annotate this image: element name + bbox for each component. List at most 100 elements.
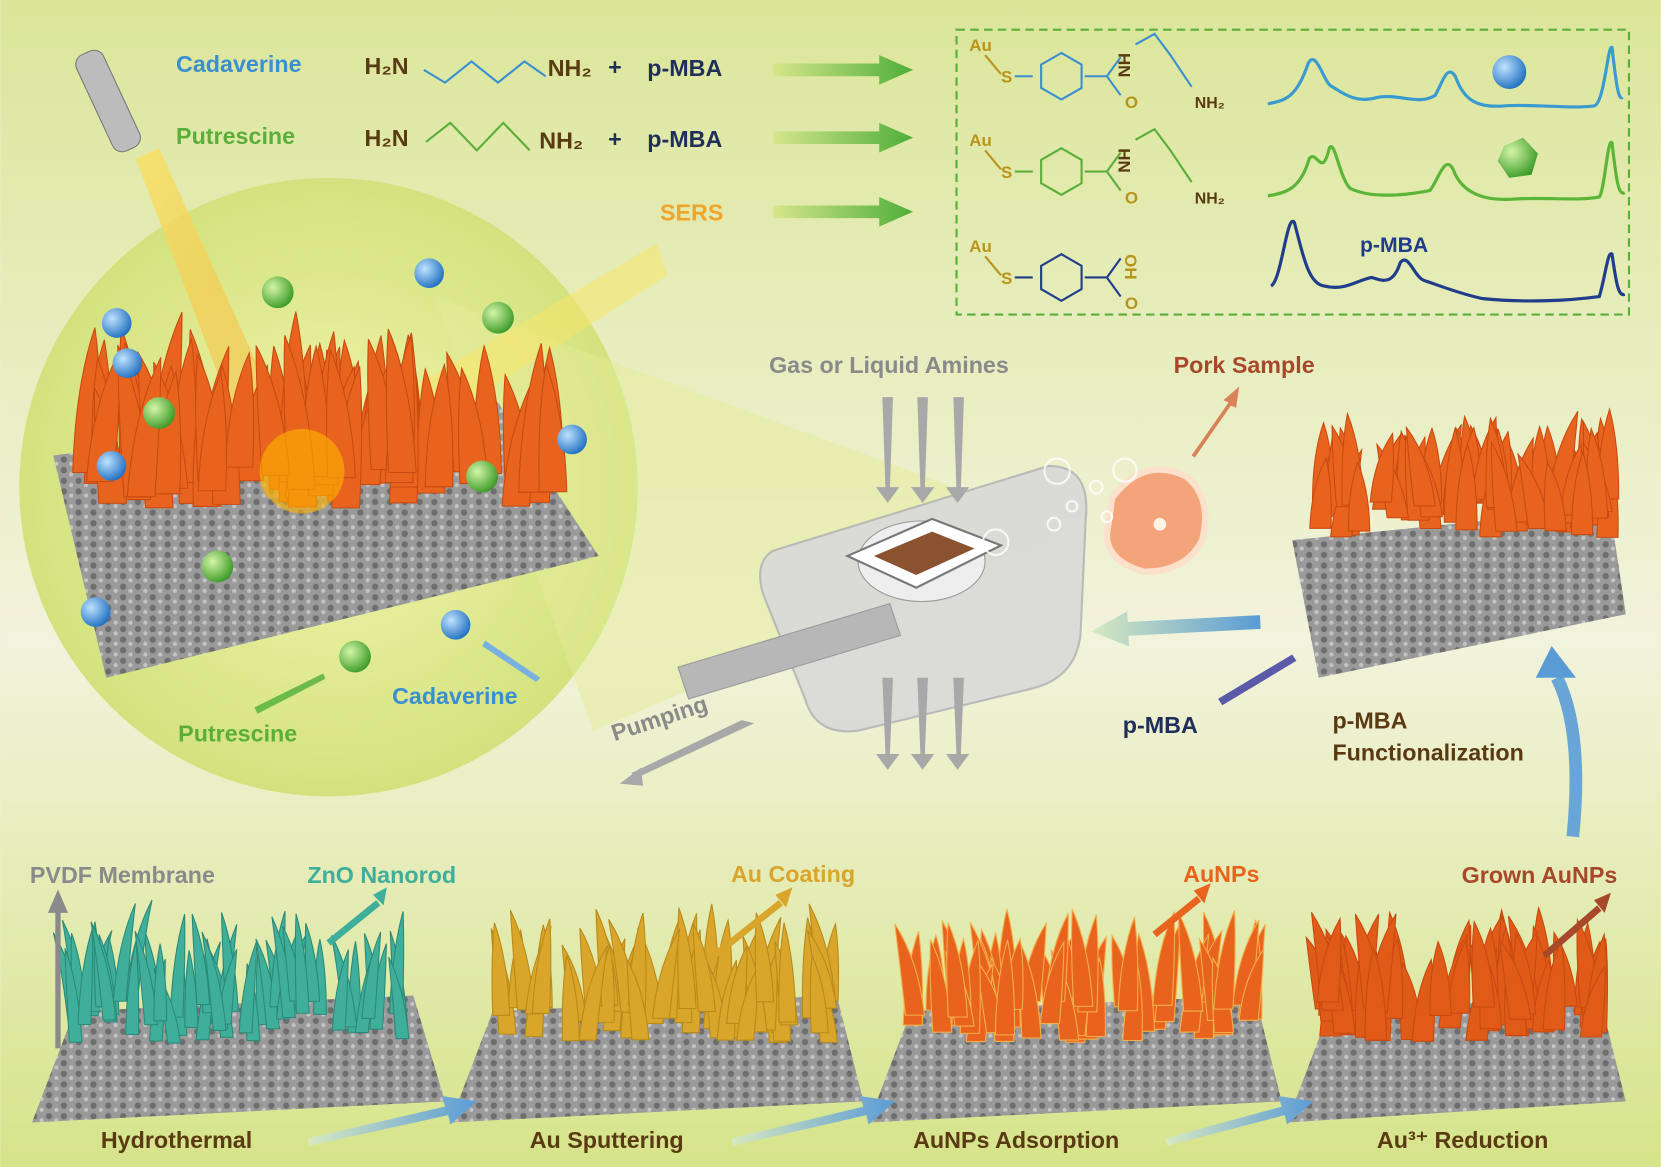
benzene-ring — [1040, 147, 1083, 197]
bond — [1106, 75, 1122, 96]
arrow — [1191, 386, 1240, 458]
amine-end: NH₂ — [539, 127, 583, 153]
nanorod — [191, 913, 211, 1006]
pointer — [254, 673, 326, 714]
nanorod — [169, 914, 186, 1018]
material-label: Au Coating — [731, 861, 855, 887]
pointer — [1218, 654, 1297, 706]
atom: S — [1001, 68, 1012, 87]
atom: NH₂ — [1195, 95, 1225, 112]
nanorod — [1039, 940, 1065, 1025]
arrow — [773, 55, 914, 85]
nanorod — [1499, 939, 1532, 1020]
step-label: Au³⁺ Reduction — [1377, 1127, 1548, 1153]
probe-label: p-MBA — [1123, 712, 1198, 738]
benzene-ring — [1040, 51, 1083, 101]
spectrum — [1267, 46, 1624, 109]
nanorod — [1348, 461, 1371, 532]
bubbles — [981, 457, 1138, 556]
amine-end: H₂N — [365, 125, 409, 151]
nanorod — [1405, 425, 1436, 507]
bond — [1106, 170, 1122, 192]
arrow-head — [1535, 645, 1577, 678]
nanorod — [1117, 916, 1139, 1012]
putrescine — [466, 460, 498, 493]
chain — [1134, 32, 1193, 88]
bond — [1106, 276, 1122, 298]
amine-name: Putrescine — [176, 123, 295, 149]
nanorod — [1490, 440, 1518, 532]
material-pointers — [47, 883, 1611, 1049]
nanorod — [294, 913, 310, 1014]
nanorod — [994, 939, 1016, 1036]
putrescine — [339, 640, 371, 673]
nanorod — [1071, 908, 1094, 1007]
chain — [1134, 127, 1193, 183]
cadaverine — [440, 609, 471, 640]
atom: S — [1001, 269, 1012, 288]
nanorod — [1369, 432, 1395, 503]
nanorod — [197, 371, 227, 492]
putrescine — [482, 301, 514, 334]
nanorod — [1238, 947, 1265, 1021]
nanorod — [77, 927, 94, 1026]
laser — [75, 49, 141, 153]
cadaverine — [96, 451, 127, 481]
product-box — [955, 28, 1631, 316]
hotspot — [259, 428, 345, 514]
nanorod — [531, 918, 552, 1014]
nanorod — [692, 923, 716, 1013]
nanorod — [946, 922, 968, 1018]
putrescine-icon — [1497, 137, 1538, 178]
atom: HN — [1115, 53, 1134, 77]
step-label: Hydrothermal — [101, 1127, 252, 1153]
nanorod — [1429, 940, 1452, 1016]
atom: NH₂ — [1195, 190, 1225, 207]
cadaverine — [557, 424, 587, 455]
atom: Au — [969, 131, 992, 150]
atom: O — [1125, 93, 1138, 112]
amine-end: NH₂ — [548, 55, 592, 81]
nanorod — [184, 950, 199, 1028]
material-label: AuNPs — [1183, 861, 1259, 887]
bond — [984, 54, 1002, 75]
atom: OH — [1121, 254, 1140, 279]
nanorod — [626, 960, 650, 1041]
pointer — [482, 640, 541, 682]
cadaverine — [414, 258, 444, 289]
atom: HN — [1115, 148, 1134, 172]
arrow — [773, 122, 914, 153]
nanorod — [894, 923, 926, 1016]
bond — [984, 255, 1002, 277]
amine-end: H₂N — [365, 53, 409, 79]
sers-label: SERS — [660, 199, 723, 225]
nanorod — [388, 956, 410, 1040]
nanorod — [201, 931, 227, 1031]
material-label: ZnO Nanorod — [307, 862, 456, 888]
plus: + — [608, 126, 622, 152]
benzene-ring — [1040, 252, 1083, 302]
structures: Au S O HN NH₂ Au S O HN NH₂ Au S O OH — [969, 32, 1225, 313]
bond — [1106, 257, 1122, 279]
reagent: p-MBA — [647, 126, 722, 152]
nanorod — [112, 903, 136, 1002]
nanorod — [126, 357, 162, 498]
step-label: Au Sputtering — [530, 1127, 684, 1153]
arrow — [1091, 611, 1261, 647]
arrow — [1551, 674, 1583, 838]
atom: O — [1125, 188, 1138, 207]
nanorod — [361, 931, 382, 1019]
spectrum — [1269, 219, 1626, 303]
nanorod — [809, 953, 829, 1034]
zoom-putrescine: Putrescine — [178, 720, 297, 746]
cadaverine — [101, 308, 132, 338]
cadaverine — [80, 597, 111, 627]
nanorod — [538, 362, 568, 493]
nanorod — [1471, 919, 1496, 1008]
nanorod — [1309, 456, 1332, 529]
nanorod — [1213, 910, 1236, 1010]
cadaverine — [112, 348, 143, 379]
nanorod — [385, 328, 417, 474]
flow-arrows — [619, 397, 970, 786]
nanorod — [1455, 442, 1478, 531]
